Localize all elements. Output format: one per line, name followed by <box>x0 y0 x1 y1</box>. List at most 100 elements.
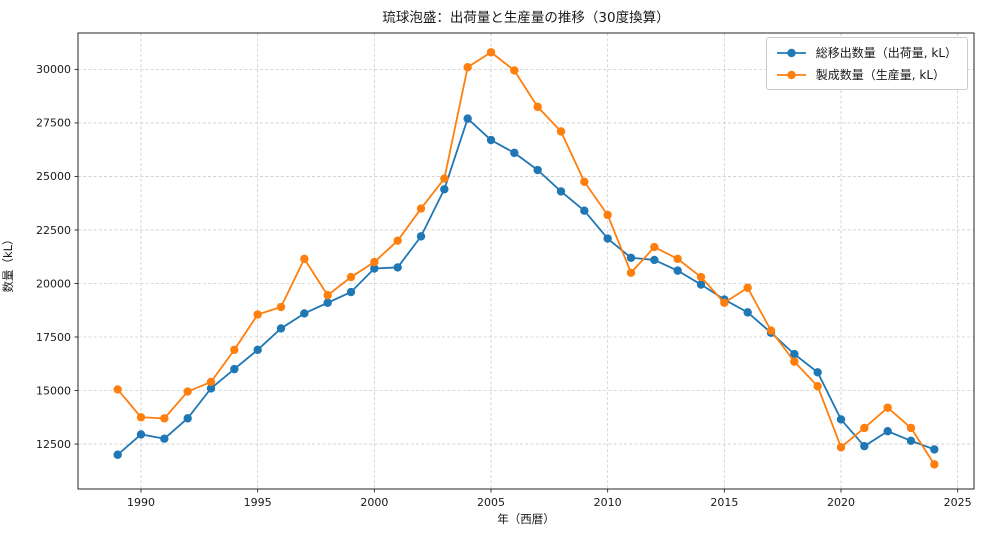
shipment-point-1997 <box>300 309 309 318</box>
legend-label-shipment: 総移出数量（出荷量, kL） <box>815 46 957 60</box>
production-point-1989 <box>113 385 122 394</box>
x-tick-label-1995: 1995 <box>244 496 272 509</box>
production-point-1999 <box>346 272 356 282</box>
y-tick-label-30000: 30000 <box>36 63 71 76</box>
shipment-point-2020 <box>836 415 846 424</box>
production-point-1991 <box>160 414 169 423</box>
y-axis-label: 数量（kL） <box>1 233 15 293</box>
legend-item-production: 製成数量（生産量, kL） <box>776 66 957 83</box>
production-point-2012 <box>650 242 659 252</box>
production-point-1997 <box>300 254 309 264</box>
shipment-point-2001 <box>393 263 402 272</box>
production-point-2006 <box>510 66 519 75</box>
shipment-point-1999 <box>346 287 356 297</box>
y-tick-label-25000: 25000 <box>36 170 71 183</box>
production-point-2001 <box>393 236 402 245</box>
shipment-point-1991 <box>160 434 169 443</box>
production-point-1990 <box>136 413 146 422</box>
shipment-point-2008 <box>556 187 566 196</box>
shipment-point-2019 <box>813 368 822 377</box>
shipment-point-1992 <box>183 414 192 423</box>
production-point-2024 <box>930 460 939 469</box>
series-production <box>113 48 939 469</box>
production-point-1995 <box>253 310 262 319</box>
shipment-point-2007 <box>533 165 542 175</box>
production-point-2011 <box>626 268 636 277</box>
shipment-point-1990 <box>136 430 146 439</box>
production-point-2017 <box>766 326 776 335</box>
production-point-2005 <box>486 48 496 57</box>
production-point-2023 <box>906 423 916 433</box>
shipment-point-1994 <box>230 364 239 374</box>
shipment-point-2022 <box>883 426 892 436</box>
production-point-1992 <box>183 387 192 396</box>
plot-border <box>77 32 975 490</box>
shipment-point-2004 <box>463 114 472 123</box>
legend-swatch-shipment-icon <box>776 48 806 57</box>
shipment-point-1996 <box>276 324 286 333</box>
production-point-1996 <box>276 302 286 312</box>
legend: 総移出数量（出荷量, kL） 製成数量（生産量, kL） <box>765 37 968 90</box>
production-point-2000 <box>370 257 379 267</box>
production-point-2021 <box>860 423 869 433</box>
production-point-2016 <box>743 283 752 292</box>
shipment-point-2010 <box>603 234 612 243</box>
shipment-point-2023 <box>906 436 916 446</box>
y-tick-label-15000: 15000 <box>36 384 71 397</box>
shipment-point-2021 <box>860 441 869 451</box>
production-point-1993 <box>206 377 216 387</box>
x-tick-label-2020: 2020 <box>827 496 855 509</box>
production-point-2020 <box>836 443 846 452</box>
x-tick-label-2010: 2010 <box>594 496 622 509</box>
shipment-point-2024 <box>930 445 939 454</box>
shipment-point-1995 <box>253 345 262 355</box>
production-point-2010 <box>603 210 612 220</box>
shipment-point-2016 <box>743 308 752 317</box>
y-tick-label-20000: 20000 <box>36 277 71 290</box>
x-tick-label-2025: 2025 <box>944 496 972 509</box>
shipment-point-2011 <box>626 253 636 262</box>
shipment-point-2006 <box>510 148 519 158</box>
shipment-point-2003 <box>440 185 449 194</box>
production-point-2013 <box>673 254 682 264</box>
shipment-point-1998 <box>323 298 332 307</box>
x-tick-label-1990: 1990 <box>127 496 155 509</box>
x-tick-label-2000: 2000 <box>360 496 388 509</box>
production-point-2015 <box>720 298 729 307</box>
production-point-2002 <box>416 204 426 213</box>
shipment-line <box>117 117 935 456</box>
shipment-point-2005 <box>486 135 496 145</box>
shipment-point-2013 <box>673 266 682 275</box>
legend-item-shipment: 総移出数量（出荷量, kL） <box>776 44 957 61</box>
production-point-1994 <box>230 345 239 355</box>
y-tick-label-27500: 27500 <box>36 117 71 130</box>
x-tick-label-2015: 2015 <box>710 496 738 509</box>
y-tick-label-12500: 12500 <box>36 438 71 451</box>
chart-title: 琉球泡盛：出荷量と生産量の推移（30度換算） <box>382 10 670 26</box>
production-point-2022 <box>883 403 892 412</box>
shipment-point-1993 <box>206 384 216 393</box>
shipment-point-2018 <box>790 349 799 359</box>
legend-label-production: 製成数量（生産量, kL） <box>815 68 945 82</box>
production-point-2018 <box>790 357 799 366</box>
production-point-2007 <box>533 102 542 112</box>
x-axis: 1990 1995 2000 2005 2010 2015 2020 2025 <box>127 489 972 509</box>
shipment-point-2000 <box>370 264 379 273</box>
shipment-point-1989 <box>113 450 122 459</box>
production-point-2008 <box>556 127 566 136</box>
production-point-2014 <box>696 272 706 282</box>
legend-swatch-production-icon <box>776 70 806 79</box>
production-point-2003 <box>440 174 449 183</box>
shipment-point-2014 <box>696 280 706 289</box>
y-axis: 12500 15000 17500 20000 22500 25000 27500 30000 <box>36 63 78 451</box>
shipment-point-2002 <box>416 232 426 241</box>
shipment-point-2012 <box>650 255 659 265</box>
production-point-2009 <box>580 177 589 186</box>
production-point-2004 <box>463 63 472 72</box>
x-axis-label: 年（西暦） <box>497 512 555 526</box>
production-line <box>116 51 936 465</box>
y-tick-label-22500: 22500 <box>36 224 71 237</box>
series-shipment <box>113 114 939 459</box>
